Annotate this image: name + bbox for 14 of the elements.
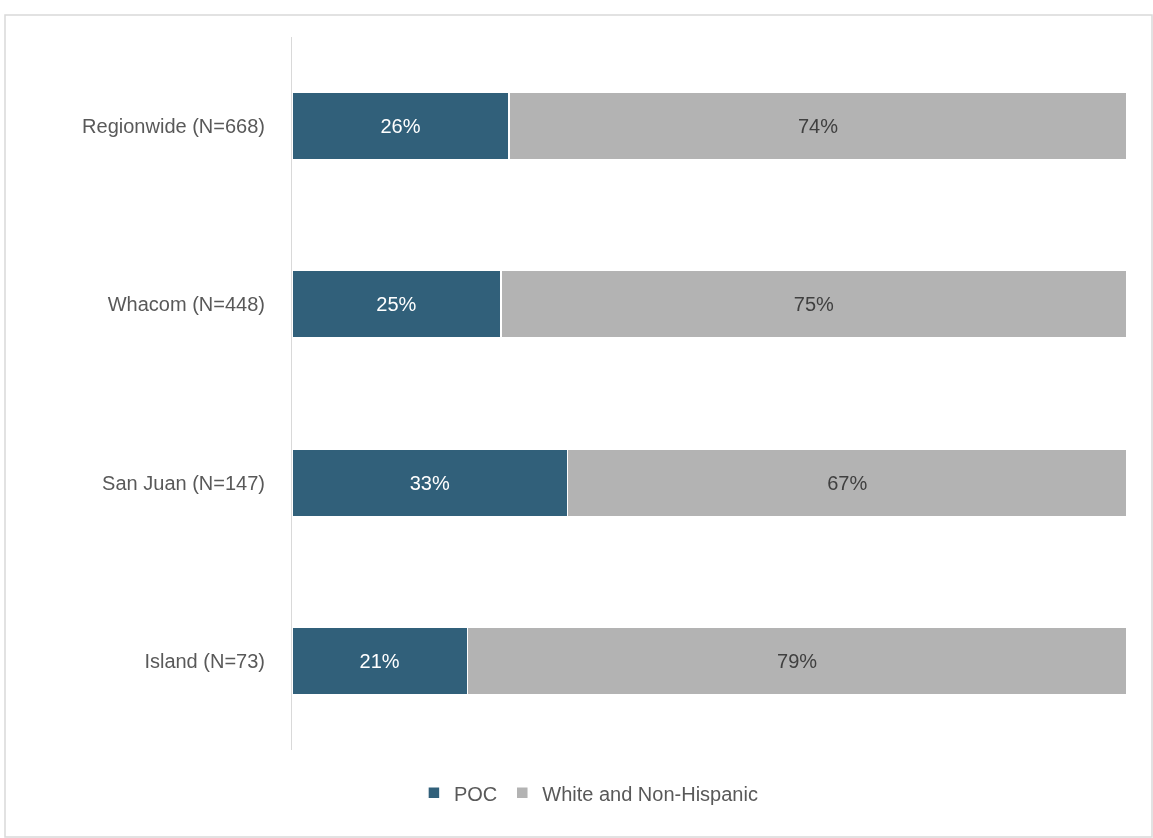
data-label: 26% <box>380 115 421 138</box>
data-label: 21% <box>359 649 400 672</box>
data-label: 74% <box>797 115 839 138</box>
legend-label: POC <box>453 782 498 805</box>
data-label: 79% <box>777 649 818 672</box>
data-label: 33% <box>409 471 450 494</box>
data-label: 75% <box>793 293 834 316</box>
y-tick-label: Island (N=73) <box>144 649 265 672</box>
data-label: 25% <box>376 293 417 316</box>
y-tick-label: San Juan (N=147) <box>102 471 265 494</box>
legend-label: White and Non-Hispanic <box>542 782 758 805</box>
y-tick-label: Regionwide (N=668) <box>82 115 265 138</box>
data-label: 67% <box>827 471 868 494</box>
y-tick-label: Whacom (N=448) <box>107 293 265 316</box>
